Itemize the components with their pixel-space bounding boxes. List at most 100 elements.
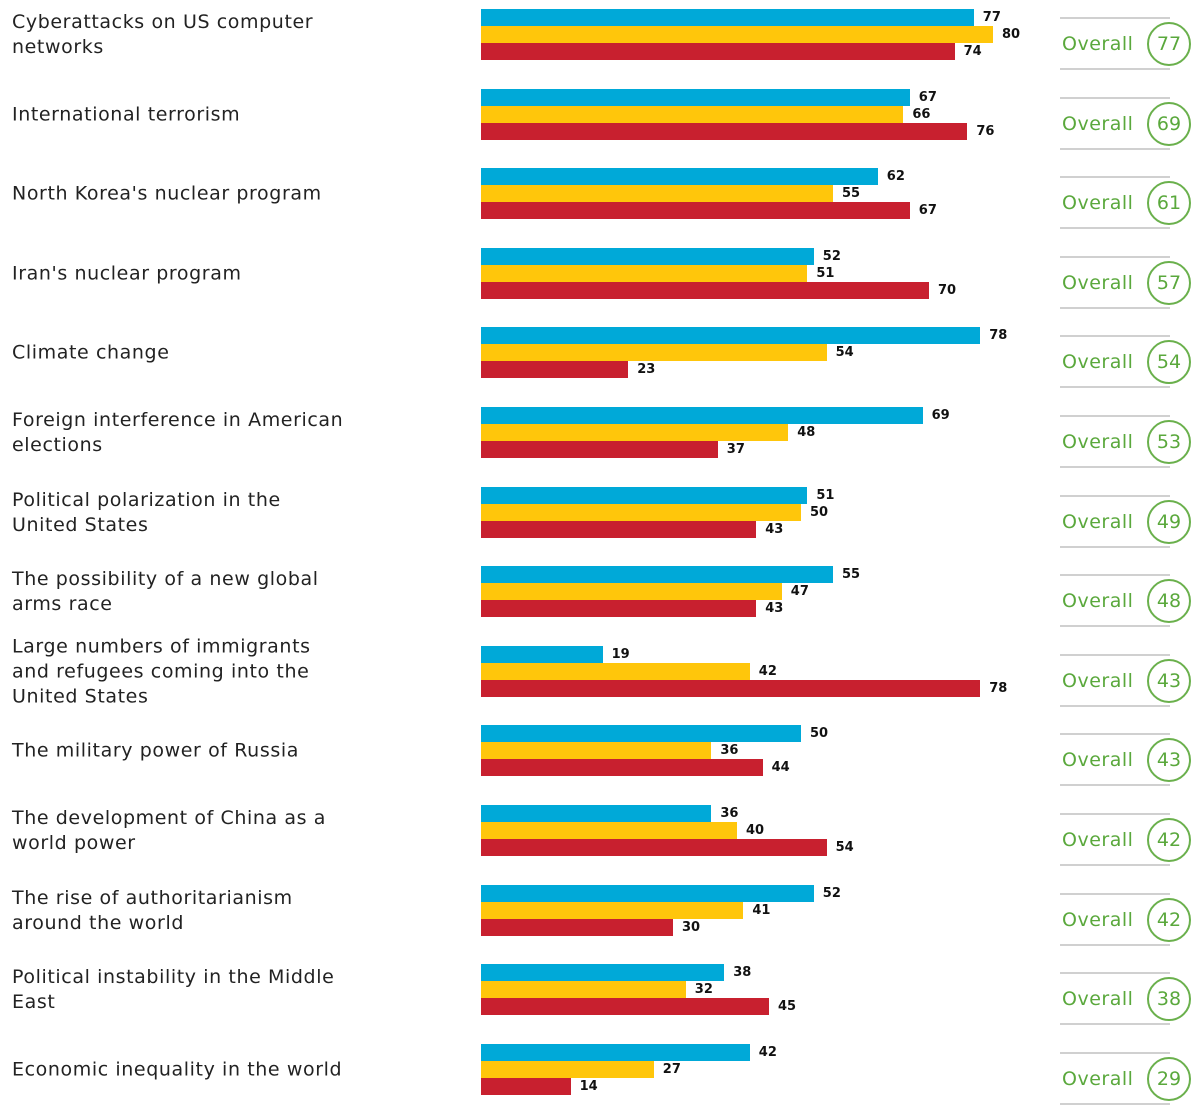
overall-label: Overall [1062, 669, 1134, 692]
bar [481, 185, 833, 203]
divider [1060, 176, 1170, 179]
overall-value: 42 [1147, 818, 1191, 862]
overall-value: 42 [1147, 897, 1191, 942]
bar [481, 43, 955, 60]
bar [481, 520, 757, 538]
divider [1060, 306, 1170, 309]
category-label: The possibility of a new global arms rac… [12, 568, 319, 616]
bar [481, 918, 673, 936]
value-label: 70 [938, 282, 957, 298]
bar [481, 645, 603, 663]
value-label: 32 [694, 982, 713, 998]
bar [481, 964, 725, 982]
category-label: The development of China as a world powe… [12, 807, 327, 854]
divider [1060, 864, 1170, 866]
divider [1060, 704, 1170, 707]
bar [481, 122, 968, 140]
overall-label: Overall [1062, 112, 1134, 135]
value-label: 37 [726, 442, 745, 457]
divider [1060, 68, 1170, 70]
overall-label: Overall [1062, 988, 1134, 1011]
category-label: Large numbers of immigrants and refugees… [12, 635, 311, 708]
value-label: 38 [733, 965, 752, 981]
bar [481, 1077, 571, 1095]
divider [1060, 1102, 1170, 1105]
bar [481, 441, 718, 458]
value-label: 54 [835, 345, 854, 361]
overall-value: 38 [1147, 977, 1191, 1022]
bar [481, 981, 686, 999]
divider [1060, 574, 1170, 577]
overall-value: 49 [1147, 499, 1191, 544]
value-label: 55 [842, 186, 861, 202]
value-label: 43 [765, 521, 784, 537]
divider [1060, 96, 1170, 99]
divider [1060, 147, 1170, 150]
bar [481, 407, 923, 424]
divider [1060, 466, 1170, 468]
value-label: 76 [976, 123, 995, 139]
value-label: 50 [810, 726, 829, 742]
category-label: The military power of Russia [12, 739, 299, 762]
bar [481, 1060, 654, 1078]
overall-value: 69 [1147, 101, 1191, 146]
value-label: 51 [816, 487, 835, 503]
divider [1060, 892, 1170, 895]
overall-value: 29 [1147, 1056, 1191, 1101]
bar [481, 88, 910, 106]
bar [481, 662, 750, 680]
divider [1060, 227, 1170, 230]
value-label: 66 [912, 106, 931, 122]
divider [1060, 625, 1170, 628]
value-label: 47 [790, 584, 809, 600]
category-label: North Korea's nuclear program [12, 182, 322, 205]
bar [481, 679, 981, 697]
value-label: 80 [1002, 27, 1021, 42]
divider [1060, 1023, 1170, 1026]
bar [481, 998, 769, 1016]
bar [481, 168, 878, 186]
overall-value: 57 [1147, 260, 1191, 305]
category-label: Political instability in the Middle East [12, 966, 335, 1014]
bar [481, 344, 827, 362]
value-label: 36 [720, 743, 739, 759]
divider [1060, 972, 1170, 975]
value-label: 74 [963, 44, 982, 59]
overall-value: 43 [1147, 738, 1191, 783]
value-label: 36 [720, 806, 739, 821]
bar [481, 9, 974, 26]
divider [1060, 733, 1170, 736]
value-label: 62 [886, 169, 905, 185]
category-label: Foreign interference in American electio… [12, 409, 344, 456]
value-label: 14 [579, 1078, 598, 1094]
bar [481, 600, 757, 618]
value-label: 44 [771, 760, 790, 776]
value-label: 27 [662, 1061, 681, 1077]
bar [481, 759, 763, 777]
value-label: 41 [752, 902, 771, 918]
overall-label: Overall [1062, 33, 1134, 55]
divider [1060, 386, 1170, 389]
overall-label: Overall [1062, 431, 1134, 453]
bar [481, 884, 814, 902]
value-label: 45 [778, 999, 797, 1015]
overall-label: Overall [1062, 351, 1134, 374]
bar [481, 202, 910, 220]
overall-value: 53 [1147, 420, 1191, 464]
divider [1060, 545, 1170, 548]
bar [481, 822, 737, 839]
bar [481, 503, 801, 521]
bar [481, 725, 801, 743]
divider [1060, 943, 1170, 946]
category-label: Economic inequality in the world [12, 1058, 343, 1081]
value-label: 48 [797, 425, 816, 440]
divider [1060, 784, 1170, 787]
bar [481, 486, 808, 504]
value-label: 42 [758, 1044, 777, 1060]
overall-label: Overall [1062, 749, 1134, 772]
value-label: 51 [816, 265, 835, 281]
category-label: Iran's nuclear program [12, 262, 242, 285]
bar [481, 805, 712, 822]
overall-value: 77 [1147, 22, 1191, 66]
